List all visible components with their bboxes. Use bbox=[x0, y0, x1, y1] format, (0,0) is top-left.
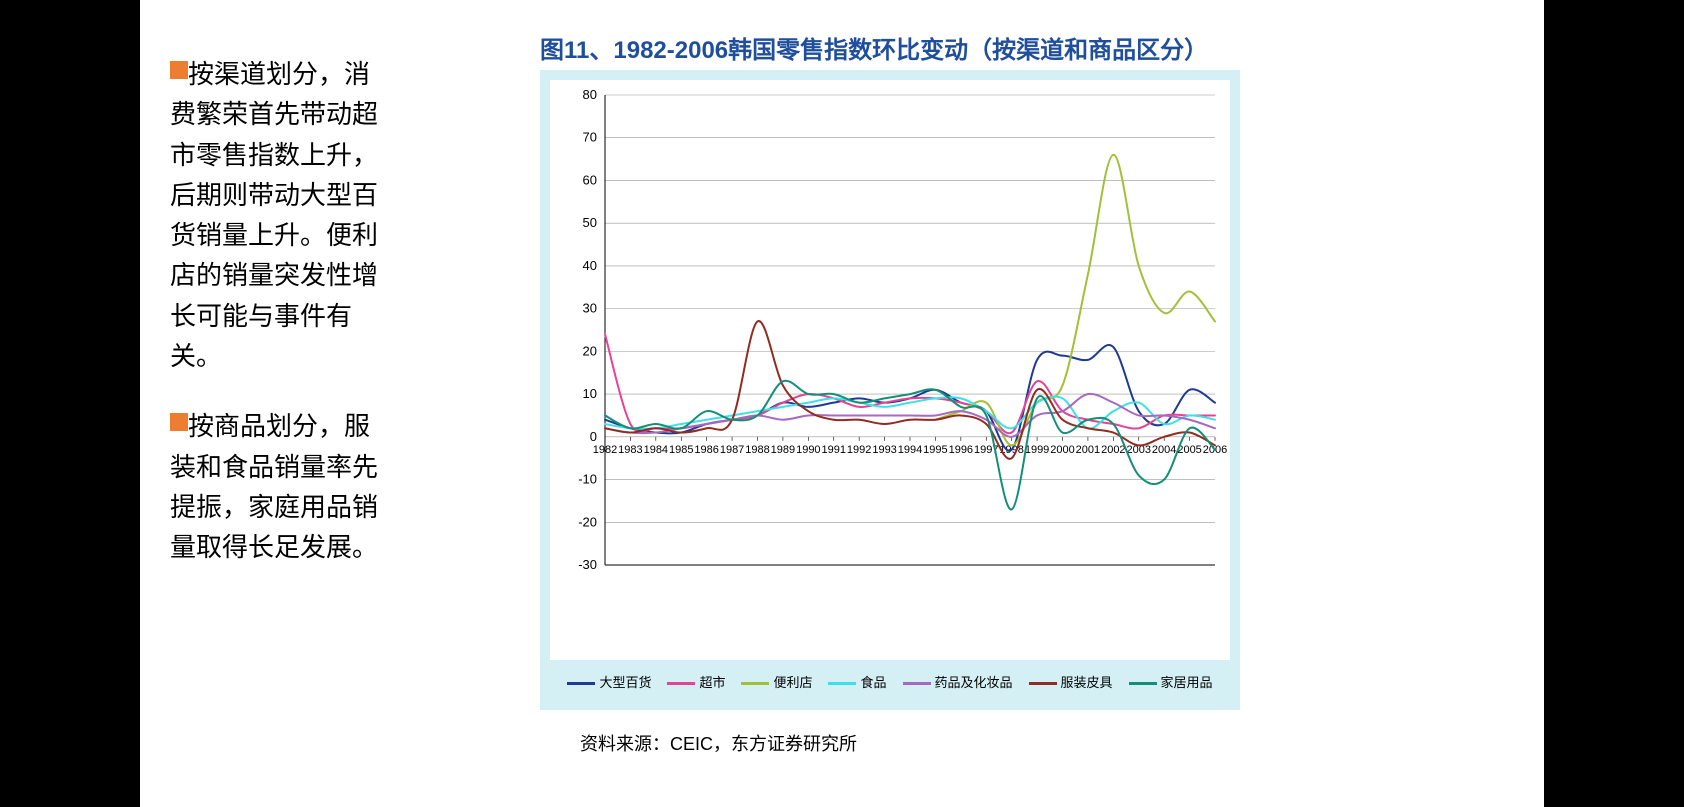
bullet-text: 按渠道划分，消费繁荣首先带动超市零售指数上升，后期则带动大型百货销量上升。便利店… bbox=[170, 55, 380, 377]
legend-item: 服装皮具 bbox=[1029, 672, 1113, 691]
svg-text:50: 50 bbox=[583, 215, 597, 230]
svg-text:70: 70 bbox=[583, 130, 597, 145]
svg-text:1985: 1985 bbox=[669, 444, 693, 456]
bullet-square-icon bbox=[170, 61, 188, 79]
legend-swatch-icon bbox=[741, 682, 769, 685]
chart-container: -30-20-100102030405060708019821983198419… bbox=[540, 70, 1240, 710]
legend-label: 食品 bbox=[860, 675, 886, 690]
legend-swatch-icon bbox=[903, 682, 931, 685]
svg-text:1999: 1999 bbox=[1025, 444, 1049, 456]
svg-text:60: 60 bbox=[583, 172, 597, 187]
legend-item: 食品 bbox=[828, 672, 886, 691]
svg-text:-20: -20 bbox=[578, 514, 597, 529]
legend-item: 药品及化妆品 bbox=[903, 672, 1013, 691]
legend-swatch-icon bbox=[828, 682, 856, 685]
svg-text:1982: 1982 bbox=[593, 444, 617, 456]
svg-text:1992: 1992 bbox=[847, 444, 871, 456]
svg-text:1984: 1984 bbox=[644, 444, 668, 456]
legend-item: 家居用品 bbox=[1129, 672, 1213, 691]
svg-text:0: 0 bbox=[590, 429, 597, 444]
source-text: 资料来源：CEIC，东方证券研究所 bbox=[580, 730, 857, 756]
legend-label: 大型百货 bbox=[599, 675, 651, 690]
svg-text:1986: 1986 bbox=[694, 444, 718, 456]
legend: 大型百货 超市 便利店 食品 药品及化妆品 服装皮具 家居用品 bbox=[550, 660, 1230, 691]
svg-text:1996: 1996 bbox=[949, 444, 973, 456]
bullet-block: 按商品划分，服装和食品销量率先提振，家庭用品销量取得长足发展。 bbox=[170, 407, 380, 568]
legend-item: 大型百货 bbox=[567, 672, 651, 691]
svg-text:1990: 1990 bbox=[796, 444, 820, 456]
legend-label: 药品及化妆品 bbox=[935, 675, 1013, 690]
svg-text:2002: 2002 bbox=[1101, 444, 1125, 456]
svg-text:10: 10 bbox=[583, 386, 597, 401]
svg-text:40: 40 bbox=[583, 258, 597, 273]
svg-text:80: 80 bbox=[583, 87, 597, 102]
svg-text:1993: 1993 bbox=[872, 444, 896, 456]
plot-area: -30-20-100102030405060708019821983198419… bbox=[550, 80, 1230, 660]
legend-label: 便利店 bbox=[773, 675, 812, 690]
legend-item: 便利店 bbox=[741, 672, 812, 691]
svg-text:2000: 2000 bbox=[1050, 444, 1074, 456]
svg-text:1991: 1991 bbox=[822, 444, 846, 456]
legend-swatch-icon bbox=[1029, 682, 1057, 685]
legend-swatch-icon bbox=[567, 682, 595, 685]
legend-swatch-icon bbox=[667, 682, 695, 685]
sidebar: 按渠道划分，消费繁荣首先带动超市零售指数上升，后期则带动大型百货销量上升。便利店… bbox=[170, 55, 380, 599]
chart-title: 图11、1982-2006韩国零售指数环比变动（按渠道和商品区分） bbox=[540, 30, 1208, 65]
svg-text:1989: 1989 bbox=[771, 444, 795, 456]
svg-text:2005: 2005 bbox=[1177, 444, 1201, 456]
svg-text:1994: 1994 bbox=[898, 444, 922, 456]
svg-text:-10: -10 bbox=[578, 472, 597, 487]
svg-text:2001: 2001 bbox=[1076, 444, 1100, 456]
bullet-block: 按渠道划分，消费繁荣首先带动超市零售指数上升，后期则带动大型百货销量上升。便利店… bbox=[170, 55, 380, 377]
bullet-text: 按商品划分，服装和食品销量率先提振，家庭用品销量取得长足发展。 bbox=[170, 407, 380, 568]
svg-text:2004: 2004 bbox=[1152, 444, 1176, 456]
svg-text:1983: 1983 bbox=[618, 444, 642, 456]
svg-text:1995: 1995 bbox=[923, 444, 947, 456]
svg-text:1987: 1987 bbox=[720, 444, 744, 456]
svg-text:20: 20 bbox=[583, 343, 597, 358]
legend-label: 超市 bbox=[699, 675, 725, 690]
legend-swatch-icon bbox=[1129, 682, 1157, 685]
svg-text:1988: 1988 bbox=[745, 444, 769, 456]
svg-text:-30: -30 bbox=[578, 557, 597, 572]
legend-item: 超市 bbox=[667, 672, 725, 691]
legend-label: 家居用品 bbox=[1161, 675, 1213, 690]
bullet-square-icon bbox=[170, 413, 188, 431]
svg-text:30: 30 bbox=[583, 301, 597, 316]
series-line bbox=[605, 396, 1215, 428]
slide-body: 按渠道划分，消费繁荣首先带动超市零售指数上升，后期则带动大型百货销量上升。便利店… bbox=[140, 0, 1544, 807]
legend-label: 服装皮具 bbox=[1061, 675, 1113, 690]
